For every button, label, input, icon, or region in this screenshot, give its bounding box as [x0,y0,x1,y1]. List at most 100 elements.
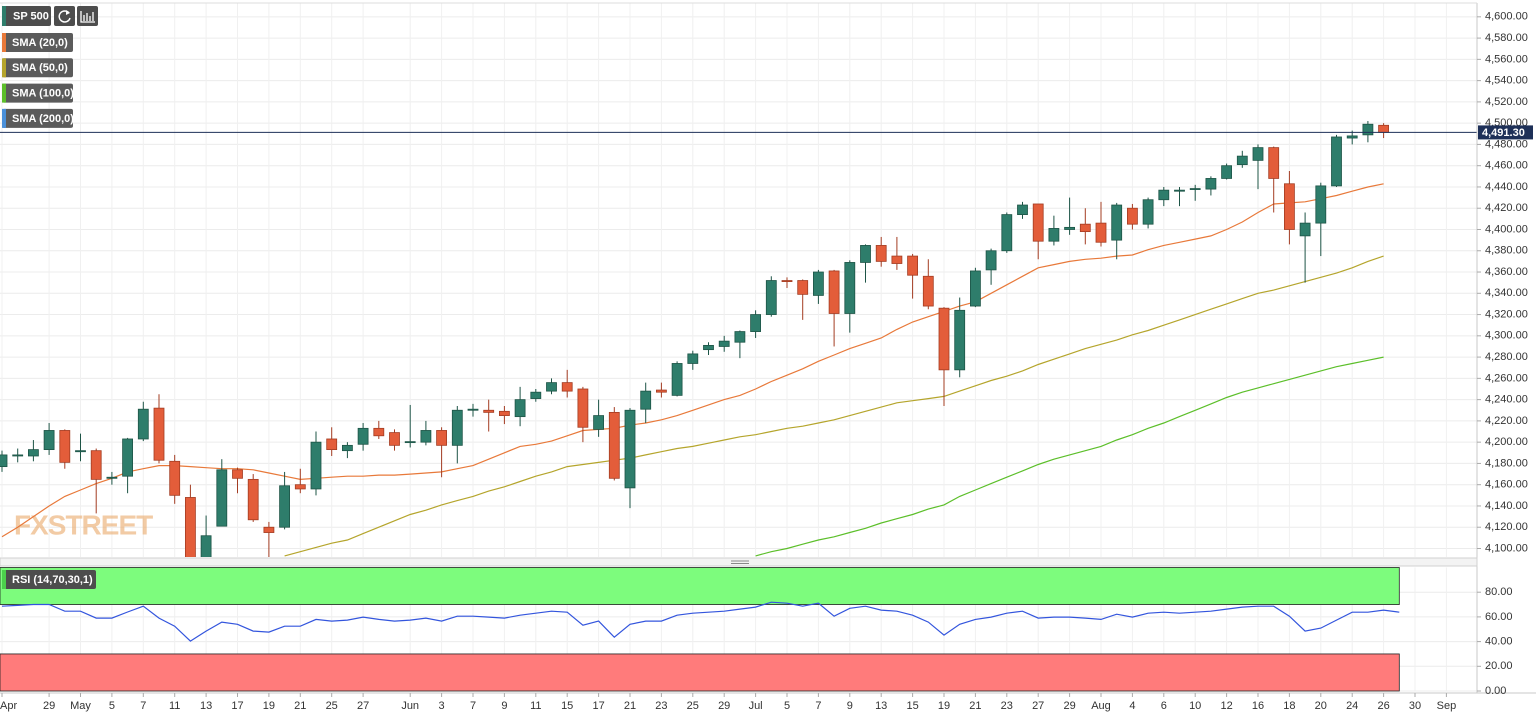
candle-body [1221,165,1232,179]
x-tick-label: 16 [1252,700,1264,712]
legend-swatch [2,108,6,128]
candle-body [498,410,510,416]
candle-body [59,430,71,463]
x-tick-label: 29 [43,700,55,712]
legend-box[interactable] [2,108,73,128]
candle-body [1236,155,1248,166]
y-tick-label: 4,420.00 [1485,202,1528,214]
candle-body [954,309,966,371]
y-tick-label: 4,320.00 [1485,308,1528,320]
x-tick-label: 20 [1315,700,1327,712]
candle-body [1346,135,1358,139]
candle-body [43,430,55,451]
candle-body [153,407,165,461]
candle-body [1127,207,1138,225]
candle-body [75,450,86,453]
symbol-strip [2,6,6,26]
candle-body [294,484,306,490]
candle-body [656,389,667,393]
watermark: FXSTREET [14,509,153,540]
candle-body [797,280,809,295]
candle-body [12,454,24,457]
candle-body [1111,204,1123,241]
symbol-box[interactable] [2,6,51,26]
x-tick-label: 12 [1220,700,1232,712]
x-tick-label: 3 [439,700,445,712]
candle-body [938,307,950,371]
candle-body [1048,228,1060,242]
candle-body [985,250,997,271]
candle-body [1079,223,1091,233]
refresh-button[interactable] [54,6,75,26]
candle-body [813,271,824,296]
candle-body [451,409,463,446]
y-tick-label: 60.00 [1485,611,1513,623]
y-tick-label: 4,280.00 [1485,351,1528,363]
candle-body [718,340,730,347]
legend-swatch [2,83,6,103]
candle-body [137,408,149,440]
candle-body [1142,199,1154,225]
x-tick-label: Sep [1437,700,1457,712]
candle-body [828,270,840,314]
rsi-panel [0,567,1400,692]
legend-box[interactable] [2,58,73,78]
x-tick-label: 25 [687,700,699,712]
x-tick-label: Apr [0,700,17,712]
candle-body [467,408,479,411]
candle-body [765,280,777,315]
y-tick-label: 40.00 [1485,636,1513,648]
candle-body [341,444,353,452]
legend-box[interactable] [2,83,73,103]
candle-body [1252,147,1264,161]
toolbar: SP 500 RSI (14,70,30,1) SMA (20,0) SMA (5… [2,6,98,589]
y-tick-label: 20.00 [1485,660,1513,672]
grid [0,3,1477,692]
candle-body [169,460,181,496]
candle-body [907,255,918,276]
candle-body [106,476,118,479]
candle-body [734,331,746,343]
x-tick-label: 7 [815,700,821,712]
candle-body [389,432,400,446]
y-tick-label: 4,360.00 [1485,266,1528,278]
sma-line [755,356,1384,557]
candle-body [1268,147,1280,179]
refresh-icon-arrow [66,10,70,15]
y-tick-label: 4,160.00 [1485,479,1528,491]
y-tick-label: 4,400.00 [1485,223,1528,235]
x-tick-label: May [70,700,91,712]
x-tick-label: 30 [1409,700,1421,712]
candle-body [404,441,416,444]
candle-body [561,382,573,392]
x-tick-label: 27 [1032,700,1044,712]
candle-body [687,353,699,364]
y-tick-label: 4,140.00 [1485,500,1528,512]
x-tick-label: 15 [561,700,573,712]
candle-body [1362,123,1374,136]
candle-body [310,441,322,490]
rsi-label-strip [2,570,6,589]
panel-separator[interactable] [0,557,1478,567]
sma-line [1,183,1384,538]
y-tick-label: 4,440.00 [1485,181,1528,193]
candle-body [1205,178,1217,190]
y-tick-label: 4,120.00 [1485,521,1528,533]
x-tick-label: 4 [1129,700,1135,712]
candle-body [420,430,432,443]
candle-body [357,427,369,445]
legend-box[interactable] [2,33,73,52]
candle-body [436,430,448,446]
legend-label: SMA (100,0) [12,88,74,100]
price-panel [0,121,1477,557]
legend-swatch [2,58,6,78]
candle-body [1189,188,1201,190]
legend-label: SMA (20,0) [12,37,68,49]
rsi-label-box[interactable] [2,570,96,589]
symbol-title: SP 500 [13,10,49,22]
candle-body [216,469,228,527]
x-tick-label: 13 [200,700,212,712]
candle-body [1284,183,1295,230]
